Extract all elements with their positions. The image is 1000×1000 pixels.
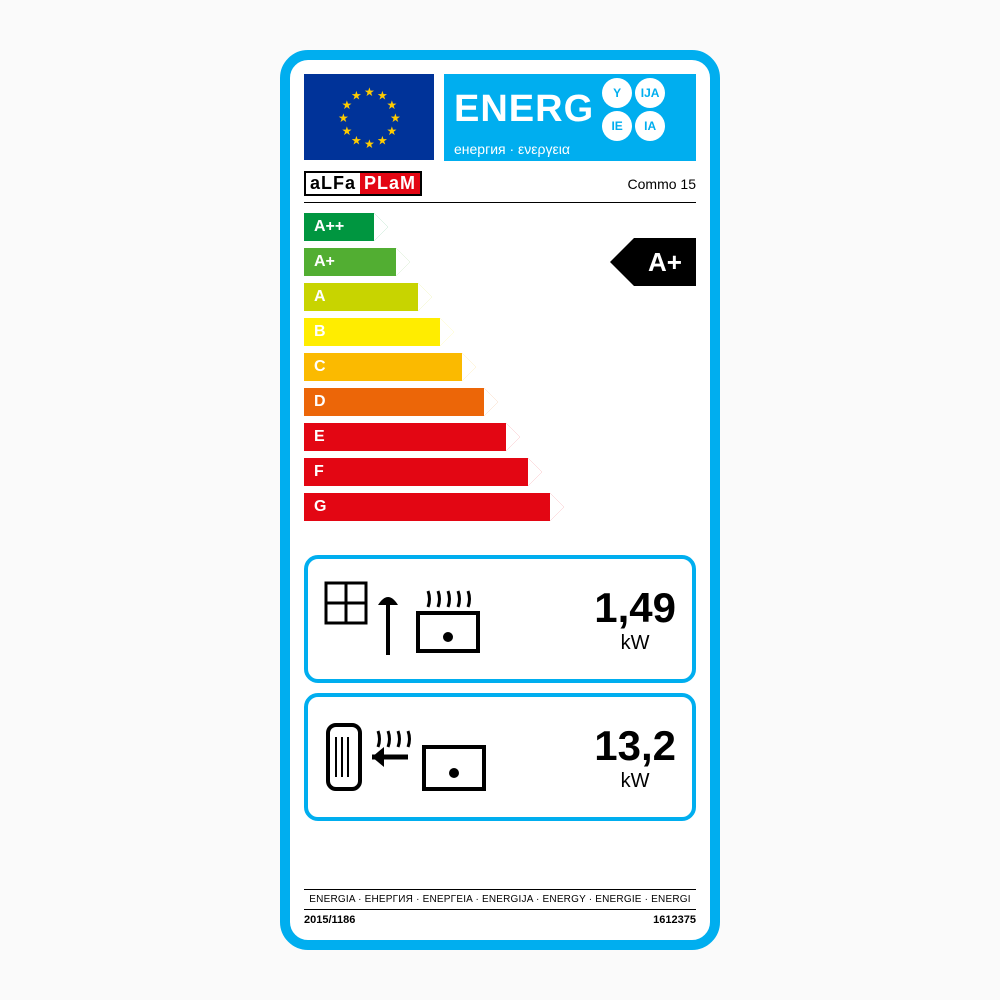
class-arrow: G <box>304 493 550 521</box>
lang-badge: IJA <box>635 78 665 108</box>
efficiency-scale: A++ A+ ABCDEFG A+ <box>304 213 696 533</box>
spec2-unit: kW <box>594 770 676 793</box>
direct-heat-icon <box>324 579 594 659</box>
lang-badge: IA <box>635 111 665 141</box>
header: ★★★★★★★★★★★★ ENERG Y IJA IE IA енергия ·… <box>304 74 696 161</box>
class-arrow: A++ <box>304 213 374 241</box>
brand-part-b: PLaM <box>360 173 420 194</box>
brand-row: aLFa PLaM Commo 15 <box>304 171 696 203</box>
lang-badge: IE <box>602 111 632 141</box>
brand-logo: aLFa PLaM <box>304 171 422 196</box>
class-arrow: A+ <box>304 248 396 276</box>
class-arrow: F <box>304 458 528 486</box>
spec1-unit: kW <box>594 632 676 655</box>
rating-pointer: A+ <box>634 238 696 286</box>
spec-water-heat: 13,2 kW <box>304 693 696 821</box>
lang-badge: Y <box>602 78 632 108</box>
brand-part-a: aLFa <box>306 173 360 194</box>
spec1-value: 1,49 <box>594 584 676 632</box>
regulation: 2015/1186 <box>304 914 355 926</box>
model-name: Commo 15 <box>628 176 696 192</box>
spec2-value: 13,2 <box>594 722 676 770</box>
class-arrow: D <box>304 388 484 416</box>
class-arrow: E <box>304 423 506 451</box>
energy-label: ★★★★★★★★★★★★ ENERG Y IJA IE IA енергия ·… <box>280 50 720 950</box>
footer-languages: ENERGIA · ЕНЕРГИЯ · ΕΝΕΡΓΕΙΑ · ENERGIJA … <box>304 889 696 910</box>
class-arrow: A <box>304 283 418 311</box>
class-arrow: B <box>304 318 440 346</box>
energ-subtitle: енергия · ενεργεια <box>454 141 686 157</box>
water-heat-icon <box>324 717 594 797</box>
energ-title: ENERG <box>454 88 594 131</box>
spec-direct-heat: 1,49 kW <box>304 555 696 683</box>
energ-box: ENERG Y IJA IE IA енергия · ενεργεια <box>444 74 696 161</box>
eu-flag-icon: ★★★★★★★★★★★★ <box>304 74 434 160</box>
code: 1612375 <box>653 914 696 926</box>
class-arrow: C <box>304 353 462 381</box>
footer: ENERGIA · ЕНЕРГИЯ · ΕΝΕΡΓΕΙΑ · ENERGIJA … <box>304 889 696 926</box>
